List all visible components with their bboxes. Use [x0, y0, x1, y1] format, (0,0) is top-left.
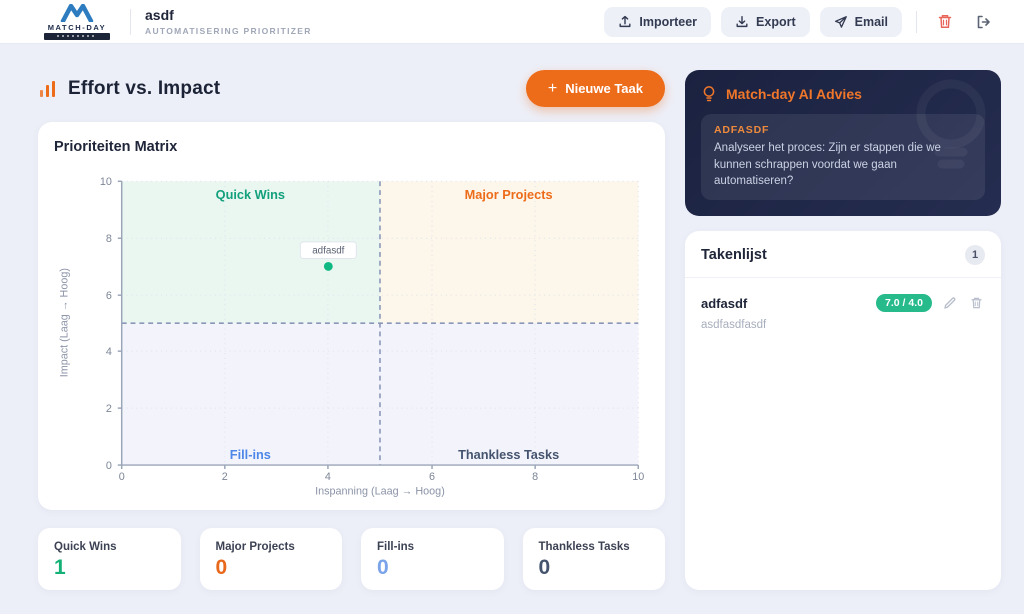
export-button[interactable]: Export	[721, 6, 810, 37]
download-icon	[736, 15, 748, 27]
svg-text:10: 10	[632, 471, 644, 483]
svg-text:10: 10	[100, 176, 112, 188]
quadrant-label-major-projects: Major Projects	[465, 187, 553, 202]
new-task-button[interactable]: + Nieuwe Taak	[525, 70, 665, 107]
stat-label: Thankless Tasks	[538, 541, 630, 553]
pencil-icon	[944, 297, 956, 309]
axes	[117, 180, 639, 470]
data-point-label-box	[299, 241, 357, 260]
quadrant-backgrounds	[121, 181, 639, 466]
quadrant-label-fill-ins: Fill-ins	[230, 447, 271, 462]
y-axis-label: Impact (Laag → Hoog)	[59, 268, 71, 377]
svg-text:4: 4	[106, 346, 112, 358]
task-name: adfasdf	[701, 295, 748, 311]
app-header: MATCH-DAY asdf AUTOMATISERING PRIORITIZE…	[0, 0, 1024, 44]
delete-all-button[interactable]	[931, 9, 959, 34]
task-list-card: Takenlijst 1 adfasdf 7.0 / 4.0	[685, 231, 1001, 590]
brand-wordmark: MATCH-DAY	[47, 22, 107, 32]
quadrant-label-quick-wins: Quick Wins	[216, 187, 285, 202]
x-axis-label: Inspanning (Laag → Hoog)	[315, 486, 445, 498]
stat-value: 0	[377, 556, 389, 579]
import-label: Importeer	[639, 14, 698, 29]
export-label: Export	[756, 14, 796, 29]
svg-text:8: 8	[106, 233, 112, 245]
document-heading: asdf AUTOMATISERING PRIORITIZER	[145, 7, 312, 36]
stat-label: Quick Wins	[54, 541, 117, 553]
task-count-badge: 1	[965, 245, 985, 266]
document-title: asdf	[145, 7, 174, 24]
ai-advice-text: Analyseer het proces: Zijn er stappen di…	[714, 142, 941, 188]
upload-icon	[619, 15, 631, 27]
quadrant-label-thankless-tasks: Thankless Tasks	[458, 447, 559, 462]
y-tick-labels: 0 2 4 6 8 10	[100, 176, 112, 472]
stat-card-fill-ins: Fill-ins 0	[361, 528, 504, 590]
send-icon	[834, 15, 847, 28]
brand-logo: MATCH-DAY	[38, 3, 116, 40]
bar-chart-icon	[40, 80, 55, 97]
task-description: asdfasdfasdf	[701, 319, 767, 332]
svg-text:0: 0	[119, 471, 125, 483]
brand-tagline-bar	[44, 32, 110, 40]
stat-label: Major Projects	[215, 541, 295, 553]
svg-text:0: 0	[106, 460, 112, 472]
ai-advice-box: ADFASDF Analyseer het proces: Zijn er st…	[701, 114, 985, 201]
svg-text:6: 6	[106, 290, 112, 302]
gridlines	[121, 180, 639, 466]
logout-button[interactable]	[969, 10, 998, 34]
ai-advice-card: Match-day AI Advies ADFASDF Analyseer he…	[685, 70, 1001, 217]
stat-card-major-projects: Major Projects 0	[199, 528, 342, 590]
task-list-title: Takenlijst	[701, 247, 767, 264]
data-point-label: adfasdf	[312, 246, 344, 257]
new-task-label: Nieuwe Taak	[565, 81, 643, 96]
lightbulb-watermark-icon	[916, 79, 986, 169]
data-point[interactable]	[323, 261, 333, 271]
stat-card-thankless-tasks: Thankless Tasks 0	[522, 528, 665, 590]
ai-card-title: Match-day AI Advies	[726, 86, 862, 102]
task-list-item[interactable]: adfasdf 7.0 / 4.0 asdfasdfasdf	[685, 278, 1001, 331]
x-tick-labels: 0 2 4 6 8 10	[119, 471, 645, 483]
svg-text:4: 4	[325, 471, 331, 483]
page-title: Effort vs. Impact	[68, 77, 221, 99]
stat-label: Fill-ins	[377, 541, 415, 553]
email-label: Email	[854, 14, 888, 29]
svg-text:2: 2	[222, 471, 228, 483]
delete-task-button[interactable]	[968, 294, 985, 312]
logout-icon	[977, 15, 990, 28]
trash-icon	[938, 15, 952, 28]
task-score-badge: 7.0 / 4.0	[876, 294, 932, 313]
app-subtitle: AUTOMATISERING PRIORITIZER	[145, 25, 312, 36]
plus-icon: +	[547, 79, 558, 97]
stat-card-quick-wins: Quick Wins 1	[38, 528, 181, 590]
edit-task-button[interactable]	[941, 294, 959, 312]
svg-text:2: 2	[106, 403, 112, 415]
trash-icon	[971, 297, 982, 309]
header-divider	[130, 8, 131, 35]
svg-text:6: 6	[429, 471, 435, 483]
priority-matrix-card: Prioriteiten Matrix	[38, 122, 665, 510]
stat-value: 0	[538, 556, 551, 579]
svg-text:8: 8	[532, 471, 538, 483]
match-day-m-icon	[60, 3, 94, 22]
data-point-group[interactable]: adfasdf	[299, 241, 357, 271]
email-button[interactable]: Email	[819, 6, 902, 37]
import-button[interactable]: Importeer	[604, 6, 712, 37]
stat-value: 1	[54, 556, 66, 579]
effort-impact-chart[interactable]: 0 2 4 6 8 10 0 2 4 6 8 10	[51, 161, 652, 504]
chart-title: Prioriteiten Matrix	[54, 139, 178, 155]
stat-value: 0	[215, 556, 228, 579]
header-divider	[916, 10, 917, 33]
ai-task-name: ADFASDF	[714, 124, 770, 136]
lightbulb-icon	[703, 86, 715, 102]
